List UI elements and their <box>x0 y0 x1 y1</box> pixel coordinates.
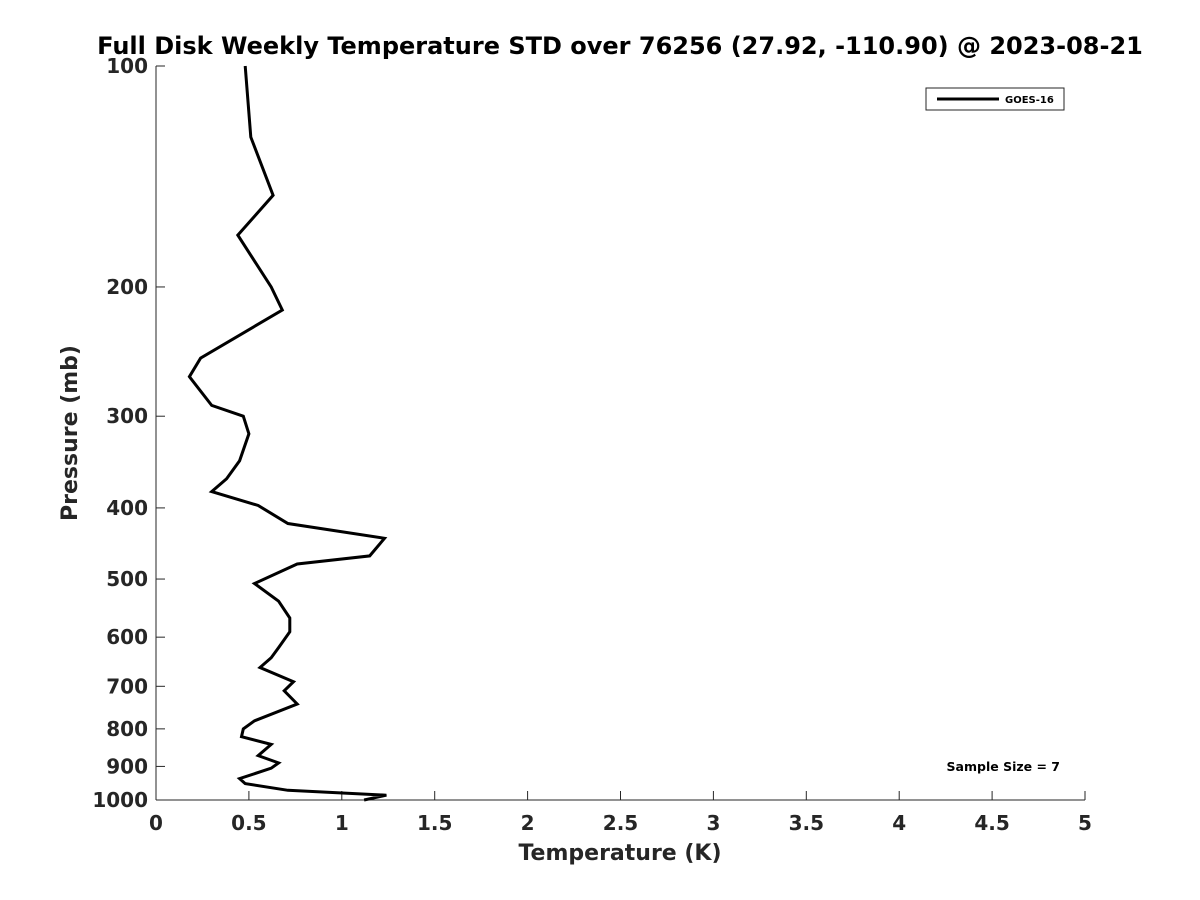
y-tick-label: 300 <box>106 404 148 428</box>
x-axis-label: Temperature (K) <box>518 841 721 866</box>
x-tick-label: 0 <box>149 811 163 835</box>
legend-label-goes-16: GOES-16 <box>1005 95 1054 106</box>
y-tick-label: 1000 <box>92 788 148 812</box>
y-tick-label: 100 <box>106 54 148 78</box>
x-tick-label: 2.5 <box>603 811 638 835</box>
y-tick-label: 800 <box>106 717 148 741</box>
y-axis-label: Pressure (mb) <box>58 345 83 521</box>
plot-area: 0 0.5 1 1.5 2 2.5 3 3.5 4 4.5 5 100 200 300 400 500 600… <box>92 54 1092 835</box>
x-tick-label: 4.5 <box>974 811 1009 835</box>
y-tick-label: 400 <box>106 496 148 520</box>
y-tick-label: 200 <box>106 275 148 299</box>
y-tick-label: 500 <box>106 567 148 591</box>
x-axis-ticks: 0 0.5 1 1.5 2 2.5 3 3.5 4 4.5 5 <box>149 791 1092 835</box>
x-tick-label: 5 <box>1078 811 1092 835</box>
sample-size-annotation: Sample Size = 7 <box>947 759 1060 774</box>
x-tick-label: 4 <box>892 811 906 835</box>
x-tick-label: 3 <box>706 811 720 835</box>
x-tick-label: 3.5 <box>789 811 824 835</box>
x-tick-label: 1 <box>335 811 349 835</box>
y-axis-ticks: 100 200 300 400 500 600 700 800 900 1000 <box>92 54 165 812</box>
y-tick-label: 700 <box>106 674 148 698</box>
y-tick-label: 600 <box>106 625 148 649</box>
chart-title: Full Disk Weekly Temperature STD over 76… <box>97 32 1143 60</box>
series-line-goes-16 <box>187 65 388 802</box>
x-tick-label: 1.5 <box>417 811 452 835</box>
x-tick-label: 2 <box>521 811 535 835</box>
legend: GOES-16 <box>925 87 1065 111</box>
y-tick-label: 900 <box>106 754 148 778</box>
x-tick-label: 0.5 <box>231 811 266 835</box>
